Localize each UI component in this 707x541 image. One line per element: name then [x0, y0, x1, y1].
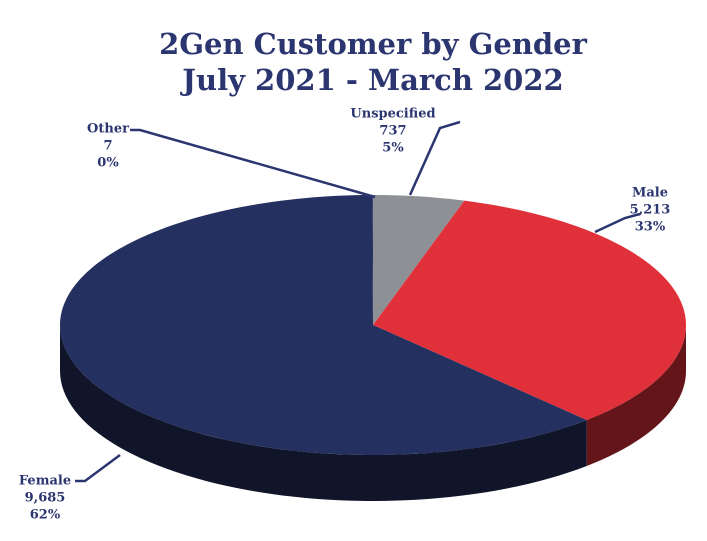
value-label: 7	[103, 139, 112, 154]
pie-slice	[60, 195, 587, 455]
slice-label: Unspecified	[350, 107, 435, 122]
pie-slice	[373, 195, 465, 325]
pie-side	[60, 325, 587, 501]
leader-line	[408, 120, 461, 196]
percent-label: 5%	[382, 141, 404, 156]
chart-subtitle: July 2021 - March 2022	[179, 63, 563, 97]
value-label: 737	[379, 124, 406, 139]
pie-slice	[372, 195, 373, 325]
value-label: 5,213	[630, 203, 671, 218]
value-label: 9,685	[25, 491, 66, 506]
percent-label: 0%	[97, 156, 119, 171]
slice-label: Female	[19, 474, 71, 489]
leader-line	[130, 128, 376, 199]
pie-slice	[373, 200, 686, 420]
leader-line	[594, 212, 641, 234]
slice-label: Other	[87, 122, 129, 137]
pie-side	[586, 325, 686, 466]
percent-label: 33%	[635, 220, 666, 235]
percent-label: 62%	[30, 508, 61, 523]
slice-label: Male	[632, 186, 668, 201]
leader-line	[75, 453, 121, 483]
chart-title: 2Gen Customer by Gender	[159, 27, 588, 61]
